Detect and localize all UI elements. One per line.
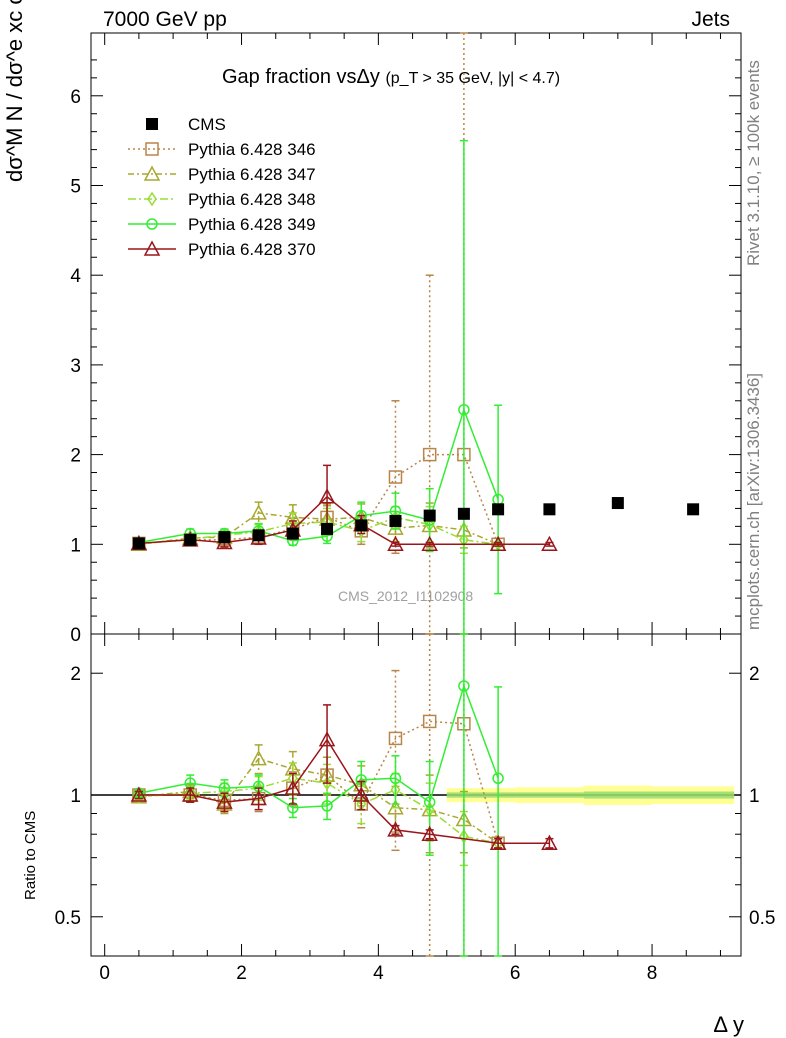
cms-data-point — [286, 527, 299, 540]
cms-data-point — [611, 497, 624, 510]
cms-data-point — [687, 503, 700, 516]
ratio-series-layer — [130, 633, 558, 957]
data-point-0 — [388, 731, 403, 746]
x-tick-label: 4 — [373, 963, 384, 984]
y-tick-label: 0 — [70, 625, 81, 646]
cms-data-point — [321, 523, 334, 536]
data-point-3 — [389, 772, 402, 785]
category-label: Jets — [691, 8, 730, 31]
band-inner — [446, 792, 516, 798]
plot-title-main: Gap fraction vsΔy — [222, 66, 380, 88]
data-point-4 — [216, 793, 233, 809]
data-point-4 — [318, 488, 336, 504]
y-tick-label: 5 — [70, 176, 81, 197]
cms-data-point — [457, 507, 470, 520]
cms-data-point — [492, 503, 505, 516]
legend-marker-2 — [143, 165, 161, 181]
data-point-4 — [130, 786, 148, 802]
data-point-4 — [489, 834, 507, 850]
ratio-y-tick-label-right: 1 — [749, 786, 760, 807]
cms-data-point — [252, 529, 265, 542]
data-point-4 — [421, 825, 438, 841]
data-point-0 — [422, 447, 437, 462]
data-point-4 — [541, 535, 558, 552]
data-point-1 — [250, 750, 267, 766]
data-point-2 — [322, 775, 332, 791]
ratio-y-tick-label-right: 2 — [749, 664, 760, 685]
cms-data-point — [423, 509, 436, 522]
band-inner — [652, 791, 735, 799]
data-point-4 — [250, 789, 267, 806]
legend-marker-5 — [143, 240, 161, 256]
tick-labels: 0 2 4 6 8 0 1 2 3 4 5 6 0.5 0.5 1 1 2 2 — [55, 87, 776, 984]
band-inner — [515, 792, 584, 798]
ratio-y-tick-label: 2 — [70, 664, 81, 685]
y-tick-label: 2 — [70, 446, 81, 467]
data-point-4 — [489, 535, 507, 552]
data-point-4 — [387, 821, 404, 837]
data-point-4 — [353, 786, 370, 802]
legend-label-2: Pythia 6.428 347 — [188, 165, 316, 184]
x-tick-label: 0 — [99, 963, 110, 984]
analysis-id-label: CMS_2012_I1102908 — [338, 588, 474, 604]
ratio-y-tick-label-right: 0.5 — [749, 908, 775, 929]
legend-label-4: Pythia 6.428 349 — [188, 215, 316, 234]
plot-title: Gap fraction vsΔy (p_T > 35 GeV, |y| < 4… — [222, 66, 560, 89]
data-point-1 — [250, 504, 267, 520]
x-tick-label: 8 — [647, 963, 658, 984]
legend-label-0: CMS — [188, 115, 226, 134]
ratio-y-tick-label: 0.5 — [55, 908, 81, 929]
cms-data-point — [389, 514, 402, 527]
energy-label: 7000 GeV pp — [103, 8, 227, 31]
legend-marker-0 — [146, 118, 158, 130]
data-point-3 — [458, 680, 470, 692]
data-point-4 — [318, 731, 336, 747]
cms-data-layer — [132, 497, 700, 550]
series-line-0 — [138, 720, 499, 844]
legend-label-1: Pythia 6.428 346 — [188, 140, 316, 159]
legend: CMS Pythia 6.428 346 Pythia 6.428 347 Pythi… — [128, 115, 316, 259]
series-line-2 — [138, 777, 499, 844]
cms-data-point — [132, 537, 145, 550]
data-point-4 — [541, 834, 558, 850]
y-tick-label: 1 — [70, 535, 81, 556]
data-point-3 — [492, 772, 504, 785]
legend-label-5: Pythia 6.428 370 — [188, 240, 316, 259]
cms-data-point — [184, 533, 197, 546]
ratio-y-tick-label: 1 — [70, 786, 81, 807]
series-line-2 — [138, 516, 499, 546]
data-point-4 — [387, 535, 404, 552]
data-point-4 — [181, 786, 199, 802]
data-point-0 — [422, 714, 437, 729]
ratio-uncertainty-band — [446, 785, 735, 805]
y-tick-label: 4 — [70, 266, 81, 287]
legend-marker-4 — [146, 218, 158, 230]
data-point-3 — [321, 800, 333, 812]
data-point-0 — [388, 470, 403, 484]
legend-label-3: Pythia 6.428 348 — [188, 190, 316, 209]
band-inner — [583, 791, 653, 799]
data-point-3 — [423, 796, 436, 808]
plot-title-sub: (p_T > 35 GeV, |y| < 4.7) — [385, 70, 561, 87]
data-point-4 — [284, 779, 302, 795]
legend-marker-3 — [147, 191, 157, 207]
cms-data-point — [218, 531, 231, 544]
data-point-3 — [458, 403, 470, 416]
x-tick-label: 6 — [510, 963, 521, 984]
x-tick-label: 2 — [236, 963, 247, 984]
legend-marker-1 — [145, 142, 159, 156]
series-line-0 — [138, 453, 499, 545]
y-tick-label: 6 — [70, 87, 81, 108]
y-tick-label: 3 — [70, 356, 81, 377]
data-point-4 — [421, 535, 438, 552]
cms-data-point — [355, 519, 368, 532]
cms-data-point — [543, 503, 556, 516]
